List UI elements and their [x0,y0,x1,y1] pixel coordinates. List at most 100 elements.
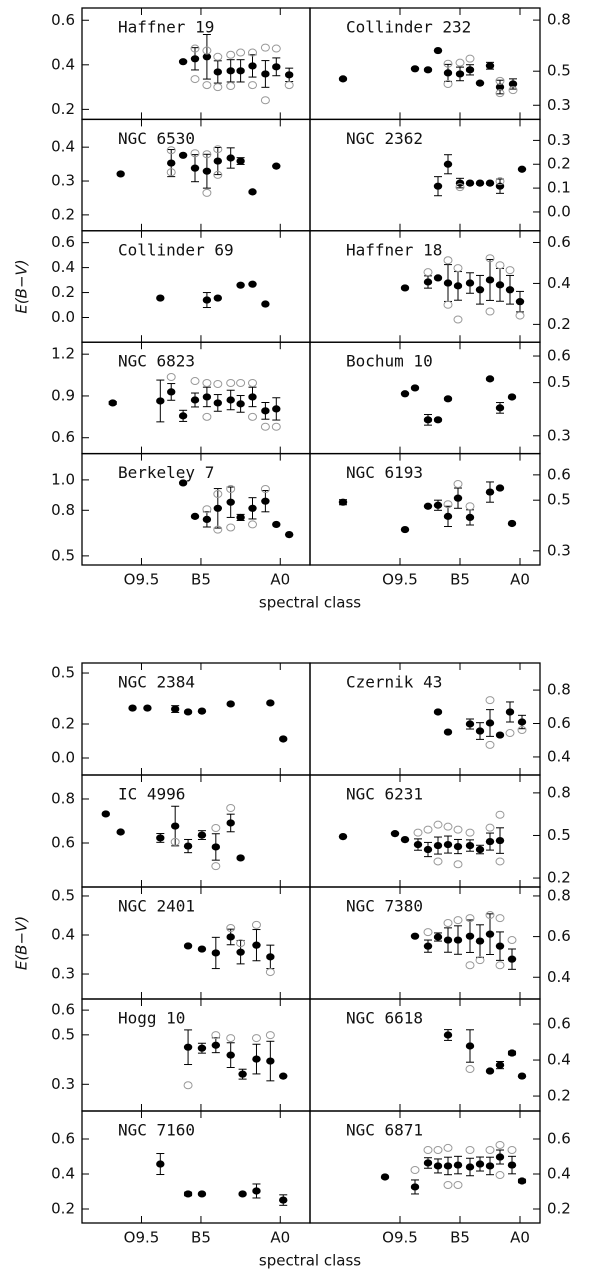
mean-point [443,395,453,403]
y-tick-label: 0.3 [547,426,571,444]
star-point [226,379,236,388]
star-point [443,822,453,831]
y-tick-label: 0.2 [547,1200,571,1218]
mean-point [279,1196,288,1204]
mean-point [453,842,463,851]
y-tick-label: 0.3 [51,172,75,190]
star-point [465,1065,475,1074]
star-point [166,168,176,177]
star-point [453,264,463,273]
y-axis-label: E(B−V) [13,916,31,970]
mean-point [443,728,453,736]
star-point [213,379,223,388]
y-tick-label: 0.2 [51,100,75,118]
mean-point [495,731,505,739]
mean-point [252,1187,261,1195]
panel-frame [81,886,311,1000]
mean-point [167,159,176,167]
star-point [433,1146,443,1155]
panel-frame [81,662,311,776]
mean-point [505,708,515,716]
y-tick-label: 0.4 [51,1165,75,1183]
mean-point [475,79,485,87]
mean-point [197,1044,207,1052]
mean-point [236,281,245,289]
star-point [226,1034,236,1043]
x-tick-label: B5 [191,1229,211,1247]
star-point [423,1146,433,1155]
star-point [202,188,212,197]
mean-point [202,167,212,175]
star-point [211,824,221,833]
mean-point [485,488,495,496]
star-point [226,804,236,813]
mean-point [236,513,245,522]
star-point [423,928,433,937]
mean-point [443,512,453,520]
star-point [202,505,212,514]
star-point [505,729,515,738]
star-point [190,377,200,386]
mean-point [433,933,443,941]
mean-point [507,1049,517,1057]
mean-point [465,279,475,287]
star-point [213,52,223,61]
star-point [213,83,223,92]
mean-point [202,53,212,61]
mean-point [226,819,235,827]
mean-point [475,179,485,187]
mean-point [272,405,281,413]
x-tick-label: B5 [191,571,211,589]
star-point [226,485,236,494]
mean-point [475,937,485,945]
star-point [495,177,505,186]
star-point [260,485,270,494]
mean-point [248,62,257,70]
star-point [213,525,223,534]
mean-point [213,504,223,512]
mean-point [507,393,517,401]
y-tick-label: 0.6 [51,233,75,251]
mean-point [485,930,495,938]
mean-point [279,735,288,743]
mean-point [485,375,495,383]
mean-point [252,941,261,949]
star-point [190,75,200,84]
y-tick-label: 0.9 [51,386,75,404]
star-point [226,523,236,532]
star-point [485,254,495,263]
mean-point [178,412,188,420]
mean-point [236,854,245,862]
x-tick-label: A0 [270,571,290,589]
mean-point [485,1162,495,1170]
mean-point [213,294,223,302]
x-tick-label: B5 [450,571,470,589]
star-point [507,1146,517,1155]
star-point [453,916,463,925]
mean-point [443,1031,453,1039]
mean-point [338,498,348,506]
mean-point [143,704,152,712]
mean-point [213,157,223,165]
y-tick-label: 0.1 [547,179,571,197]
star-point [453,1181,463,1190]
mean-point [465,179,475,187]
star-point [455,183,465,192]
y-tick-label: 1.0 [51,470,75,488]
star-point [213,145,223,154]
mean-point [197,831,207,839]
mean-point [170,822,180,830]
y-tick-label: 0.5 [51,886,75,904]
panel-title: NGC 6823 [118,352,195,371]
mean-point [272,162,281,170]
mean-point [266,953,275,961]
mean-point [266,1057,275,1065]
star-point [226,50,236,59]
y-tick-label: 0.6 [51,1001,75,1019]
mean-point [197,945,207,953]
star-point [443,59,453,68]
mean-point [423,502,433,510]
y-tick-label: 0.8 [547,886,571,904]
mean-point [423,1159,433,1167]
